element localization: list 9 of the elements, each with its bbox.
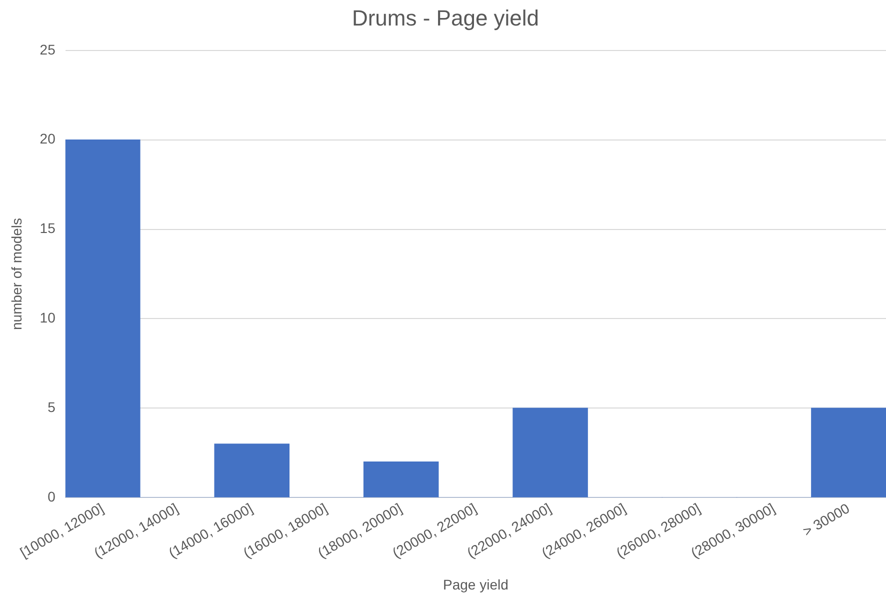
chart-title: Drums - Page yield bbox=[352, 5, 540, 30]
y-tick-label: 25 bbox=[40, 41, 56, 58]
x-axis-title: Page yield bbox=[442, 576, 508, 592]
y-tick-label: 10 bbox=[40, 310, 56, 326]
y-tick-label: 0 bbox=[48, 488, 56, 504]
y-tick-label: 15 bbox=[40, 220, 56, 236]
y-tick-label: 20 bbox=[40, 130, 56, 147]
y-axis-title: number of models bbox=[8, 218, 24, 330]
y-tick-label: 5 bbox=[48, 398, 56, 415]
